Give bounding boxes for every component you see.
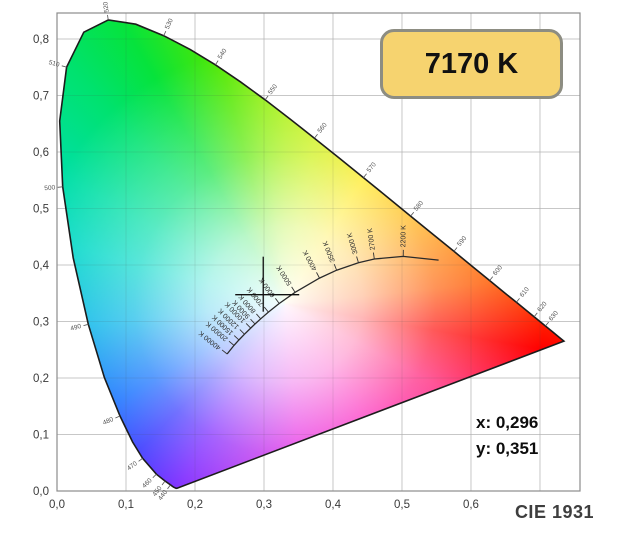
svg-text:550: 550 <box>267 83 279 96</box>
planckian-locus <box>226 255 439 355</box>
svg-text:0,3: 0,3 <box>33 316 49 328</box>
svg-text:3000 K: 3000 K <box>346 231 359 255</box>
svg-text:580: 580 <box>413 199 426 212</box>
svg-text:460: 460 <box>141 477 154 490</box>
cct-badge: 7170 K <box>380 29 563 99</box>
svg-text:4000 K: 4000 K <box>302 248 319 271</box>
svg-text:0,0: 0,0 <box>33 486 49 498</box>
svg-text:0,2: 0,2 <box>33 373 49 385</box>
xy-readout: x: 0,296 y: 0,351 <box>476 410 538 462</box>
svg-text:0,6: 0,6 <box>463 499 479 511</box>
svg-text:2700 K: 2700 K <box>367 227 377 250</box>
svg-text:520: 520 <box>102 1 111 13</box>
svg-text:610: 610 <box>519 286 532 299</box>
svg-text:570: 570 <box>366 161 379 174</box>
diagram-title: CIE 1931 <box>514 502 594 522</box>
svg-text:600: 600 <box>492 264 505 277</box>
y-readout: y: 0,351 <box>476 439 539 458</box>
cct-badge-label: 7170 K <box>424 47 519 80</box>
spectral-locus-outline <box>58 19 566 490</box>
y-axis-labels: 0,0 0,1 0,2 0,3 0,4 0,5 0,6 0,7 0,8 <box>33 34 50 498</box>
svg-text:0,1: 0,1 <box>118 499 134 511</box>
svg-text:0,8: 0,8 <box>33 34 49 46</box>
svg-text:490: 490 <box>70 323 83 333</box>
svg-text:510: 510 <box>48 59 61 69</box>
svg-text:470: 470 <box>126 460 139 472</box>
svg-text:5000 K: 5000 K <box>276 264 294 287</box>
svg-text:0,5: 0,5 <box>394 499 410 511</box>
svg-text:0,4: 0,4 <box>33 260 50 272</box>
svg-text:0,3: 0,3 <box>256 499 272 511</box>
svg-text:0,0: 0,0 <box>49 499 65 511</box>
x-axis-labels: 0,0 0,1 0,2 0,3 0,4 0,5 0,6 <box>49 499 479 511</box>
svg-text:630: 630 <box>548 309 561 322</box>
measured-point-crosshair <box>235 256 300 312</box>
svg-text:0,1: 0,1 <box>33 429 49 441</box>
svg-text:2200 K: 2200 K <box>400 225 407 248</box>
svg-text:3500 K: 3500 K <box>322 240 337 264</box>
svg-text:620: 620 <box>536 300 549 313</box>
svg-text:480: 480 <box>102 416 115 427</box>
svg-text:560: 560 <box>317 121 329 134</box>
x-readout: x: 0,296 <box>476 413 539 432</box>
svg-text:0,5: 0,5 <box>33 203 49 215</box>
svg-text:0,4: 0,4 <box>325 499 342 511</box>
svg-text:590: 590 <box>456 235 469 248</box>
svg-text:0,6: 0,6 <box>33 147 49 159</box>
svg-text:0,7: 0,7 <box>33 90 49 102</box>
svg-text:500: 500 <box>44 184 56 192</box>
plot-border <box>56 12 581 492</box>
svg-text:540: 540 <box>217 47 229 60</box>
svg-text:530: 530 <box>164 17 175 30</box>
svg-text:0,2: 0,2 <box>187 499 203 511</box>
